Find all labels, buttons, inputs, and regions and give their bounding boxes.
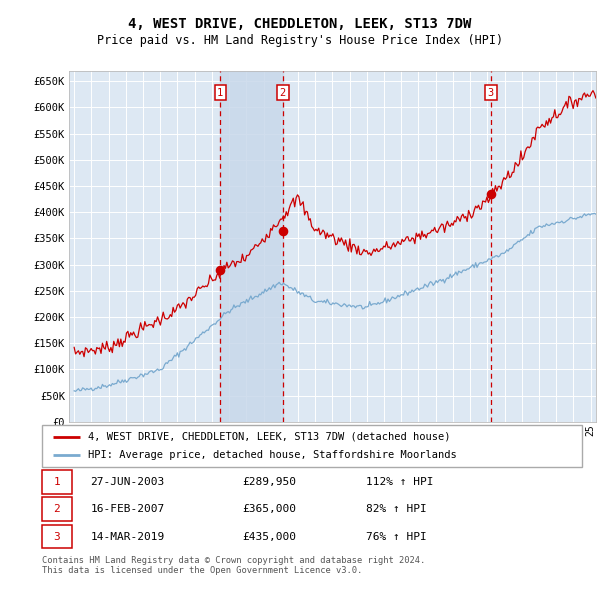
Point [215, 266, 225, 275]
Text: Contains HM Land Registry data © Crown copyright and database right 2024.
This d: Contains HM Land Registry data © Crown c… [42, 556, 425, 575]
Text: 16-FEB-2007: 16-FEB-2007 [91, 504, 165, 514]
Text: £365,000: £365,000 [242, 504, 296, 514]
Bar [42, 497, 72, 522]
Text: 3: 3 [488, 88, 494, 98]
Bar [220, 71, 283, 422]
Text: 82% ↑ HPI: 82% ↑ HPI [366, 504, 427, 514]
Text: 4, WEST DRIVE, CHEDDLETON, LEEK, ST13 7DW: 4, WEST DRIVE, CHEDDLETON, LEEK, ST13 7D… [128, 17, 472, 31]
Text: £289,950: £289,950 [242, 477, 296, 487]
Bar [42, 525, 72, 549]
Bar [42, 470, 72, 494]
Point [486, 189, 496, 199]
Text: 14-MAR-2019: 14-MAR-2019 [91, 532, 165, 542]
Text: 27-JUN-2003: 27-JUN-2003 [91, 477, 165, 487]
Text: 76% ↑ HPI: 76% ↑ HPI [366, 532, 427, 542]
Text: 3: 3 [53, 532, 60, 542]
Text: 112% ↑ HPI: 112% ↑ HPI [366, 477, 433, 487]
Text: HPI: Average price, detached house, Staffordshire Moorlands: HPI: Average price, detached house, Staf… [88, 450, 457, 460]
Text: £435,000: £435,000 [242, 532, 296, 542]
Text: Price paid vs. HM Land Registry's House Price Index (HPI): Price paid vs. HM Land Registry's House … [97, 34, 503, 47]
Point [278, 226, 287, 235]
Text: 4, WEST DRIVE, CHEDDLETON, LEEK, ST13 7DW (detached house): 4, WEST DRIVE, CHEDDLETON, LEEK, ST13 7D… [88, 432, 451, 442]
Text: 2: 2 [53, 504, 60, 514]
Text: 2: 2 [280, 88, 286, 98]
Text: 1: 1 [217, 88, 223, 98]
Text: 1: 1 [53, 477, 60, 487]
